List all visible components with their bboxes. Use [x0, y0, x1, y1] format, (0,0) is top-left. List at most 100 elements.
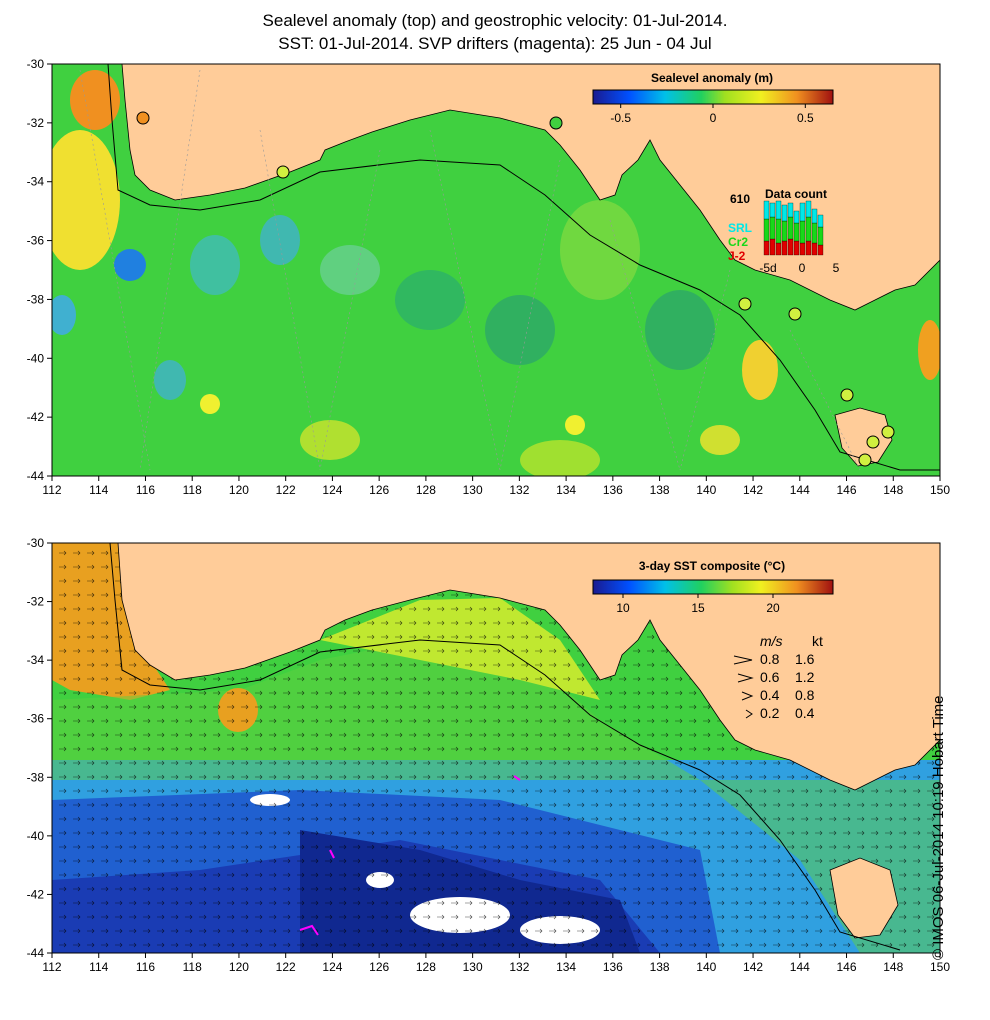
colorbar-tick-label: 0.5 — [797, 111, 814, 125]
top-lon-tick-label: 134 — [556, 483, 576, 497]
top-lat-tick-label: -42 — [27, 410, 45, 424]
drifter-track-2 — [329, 849, 335, 859]
bottom-lon-tick-label: 142 — [743, 960, 763, 974]
sst-colorbar-title: 3-day SST composite (°C) — [639, 559, 785, 573]
shelf-contour — [107, 64, 940, 471]
sst-lat-axis: -30 -32 -34 -36 -38 -40 -42 -44 — [27, 536, 52, 960]
data-count-title: Data count — [765, 187, 827, 201]
sst-tasmania — [829, 857, 899, 939]
speed-legend: m/s kt 0.8 1.6 0.6 1.2 0.4 0.8 0.2 0.4 — [733, 633, 823, 721]
top-lon-tick-label: 128 — [416, 483, 436, 497]
map-frame — [51, 63, 941, 477]
top-lon-tick-label: 148 — [883, 483, 903, 497]
bottom-lon-tick-label: 130 — [463, 960, 483, 974]
speed-legend-kt: 0.4 — [795, 705, 815, 721]
speed-legend-kt: 1.2 — [795, 669, 815, 685]
bottom-lat-tick-label: -44 — [27, 946, 45, 960]
top-lat-tick-label: -30 — [27, 57, 45, 71]
data-count-bar — [787, 202, 794, 218]
sst-land-mass — [117, 543, 940, 791]
top-lon-tick-label: 116 — [136, 483, 155, 497]
top-lon-tick-label: 146 — [837, 483, 857, 497]
sst-map-frame — [51, 542, 941, 954]
bottom-lon-tick-label: 128 — [416, 960, 436, 974]
bottom-lon-tick-label: 126 — [369, 960, 389, 974]
top-lon-tick-label: 132 — [509, 483, 529, 497]
speed-legend-ms: 0.4 — [760, 687, 780, 703]
sealevel-anomaly-map: 112 114 116 118 120 122 124 126 128 130 132 134 136 1… — [27, 57, 951, 497]
copyright-stamp: © IMOS 06-Jul-2014 10:19 Hobart Time — [930, 695, 947, 960]
top-lat-tick-label: -44 — [27, 469, 45, 483]
bottom-lon-tick-label: 138 — [650, 960, 670, 974]
bottom-lon-tick-label: 146 — [837, 960, 857, 974]
top-lon-tick-label: 114 — [89, 483, 108, 497]
bottom-lat-tick-label: -36 — [27, 712, 45, 726]
top-lon-tick-label: 144 — [790, 483, 810, 497]
sla-colorbar: Sealevel anomaly (m) -0.5 0 0.5 — [592, 71, 834, 125]
top-lon-tick-label: 150 — [930, 483, 950, 497]
data-count-bar — [811, 208, 818, 224]
sst-colorbar: 3-day SST composite (°C) 10 15 20 — [592, 559, 834, 615]
speed-header-kt: kt — [812, 633, 823, 649]
sst-shelf-contour — [109, 543, 901, 951]
bottom-lat-tick-label: -32 — [27, 595, 45, 609]
data-count-inset: Data count 610 SRL Cr2 J-2 -5d 0 5 — [728, 187, 840, 275]
bottom-lon-tick-label: 140 — [696, 960, 716, 974]
data-count-bar — [799, 202, 806, 222]
data-count-bar — [793, 210, 800, 224]
colorbar-tick-label: 20 — [766, 601, 780, 615]
speed-legend-ms: 0.6 — [760, 669, 780, 685]
bottom-lon-tick-label: 114 — [89, 960, 108, 974]
speed-legend-kt: 1.6 — [795, 651, 815, 667]
speed-legend-ms: 0.8 — [760, 651, 780, 667]
drifter-track-3 — [513, 775, 521, 781]
sla-colorbar-title: Sealevel anomaly (m) — [651, 71, 773, 85]
data-count-bar — [781, 204, 788, 222]
bottom-lon-tick-label: 122 — [276, 960, 296, 974]
bottom-lon-tick-label: 134 — [556, 960, 576, 974]
colorbar-tick-label: -0.5 — [610, 111, 631, 125]
data-count-bar — [769, 202, 776, 218]
colorbar-tick-label: 10 — [616, 601, 630, 615]
bottom-lon-tick-label: 120 — [229, 960, 249, 974]
top-lon-tick-label: 126 — [369, 483, 389, 497]
data-count-bar — [763, 200, 770, 220]
bottom-lon-tick-label: 150 — [930, 960, 950, 974]
top-lat-tick-label: -40 — [27, 351, 45, 365]
top-lon-tick-label: 138 — [650, 483, 670, 497]
tasmania — [834, 407, 893, 467]
dc-xtick-2: 5 — [833, 261, 840, 275]
bottom-lat-tick-label: -42 — [27, 887, 45, 901]
bottom-lon-tick-label: 148 — [883, 960, 903, 974]
top-lon-tick-label: 118 — [183, 483, 202, 497]
series-label-srl: SRL — [728, 221, 752, 235]
anomaly-blobs — [52, 70, 940, 476]
top-lon-tick-label: 124 — [322, 483, 342, 497]
bottom-lon-tick-label: 118 — [183, 960, 202, 974]
data-count-bar — [817, 214, 824, 228]
speed-legend-arrow — [741, 691, 754, 701]
speed-header-ms: m/s — [760, 633, 783, 649]
figure-title-line-1: Sealevel anomaly (top) and geostrophic v… — [262, 11, 728, 30]
data-count-bar — [805, 200, 812, 218]
dc-xtick-0: -5d — [759, 261, 776, 275]
data-count-bar — [775, 200, 782, 220]
top-lon-tick-label: 130 — [463, 483, 483, 497]
altimeter-tracks — [79, 69, 861, 471]
figure-title-line-2: SST: 01-Jul-2014. SVP drifters (magenta)… — [278, 34, 712, 53]
bottom-lon-tick-label: 132 — [509, 960, 529, 974]
colorbar-tick-label: 0 — [710, 111, 717, 125]
speed-legend-arrow — [737, 673, 754, 683]
bottom-lon-tick-label: 124 — [322, 960, 342, 974]
top-lon-tick-label: 142 — [743, 483, 763, 497]
top-lat-tick-label: -32 — [27, 116, 45, 130]
lat-axis: -30 -32 -34 -36 -38 -40 -42 -44 — [27, 57, 52, 483]
drifter-track-1 — [299, 924, 319, 936]
tide-gauge-markers — [136, 111, 895, 467]
bottom-lon-tick-label: 144 — [790, 960, 810, 974]
bottom-lon-tick-label: 112 — [42, 960, 61, 974]
land-mass — [112, 64, 940, 311]
sst-lon-axis: 112 114 116 118 120 122 124 126 128 130 132 134 136 1… — [42, 953, 950, 974]
top-lat-tick-label: -34 — [27, 175, 45, 189]
